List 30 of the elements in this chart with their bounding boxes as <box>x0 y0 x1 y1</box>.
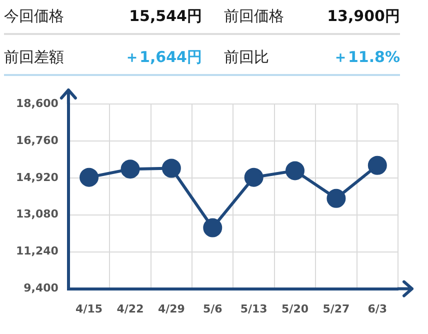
x-tick-label: 4/29 <box>158 302 185 316</box>
text: 前回比 <box>223 48 270 67</box>
y-tick-label: 11,240 <box>16 244 59 258</box>
point <box>368 156 387 175</box>
y-tick-label: 18,600 <box>16 96 59 110</box>
point <box>80 168 99 187</box>
text: 15,544円 <box>128 7 202 26</box>
text: 前回価格 <box>223 7 285 26</box>
point <box>203 218 222 238</box>
point <box>120 160 140 179</box>
y-tick-label: 13,080 <box>16 208 59 221</box>
point <box>326 188 346 208</box>
x-tick-label: 5/13 <box>240 302 268 316</box>
y-tick-label: 14,920 <box>16 170 59 184</box>
x-tick-label: 5/6 <box>202 302 223 316</box>
x-tick-label: 4/22 <box>116 302 144 316</box>
x-tick-label: 5/27 <box>322 302 350 316</box>
text: 前回差額 <box>4 48 65 67</box>
text: ＋1,644円 <box>124 48 202 67</box>
x-tick-label: 5/20 <box>282 302 309 316</box>
text: ＋11.8% <box>332 48 400 67</box>
x-tick-label: 4/15 <box>76 302 103 316</box>
x-tick-label: 6/3 <box>368 302 388 316</box>
point <box>286 161 305 180</box>
point <box>162 158 181 178</box>
y-tick-label: 16,760 <box>16 134 59 147</box>
point <box>244 168 264 187</box>
y-tick-label: 9,400 <box>24 282 59 295</box>
text: 今回価格 <box>4 7 65 26</box>
text: 13,900円 <box>326 7 400 26</box>
